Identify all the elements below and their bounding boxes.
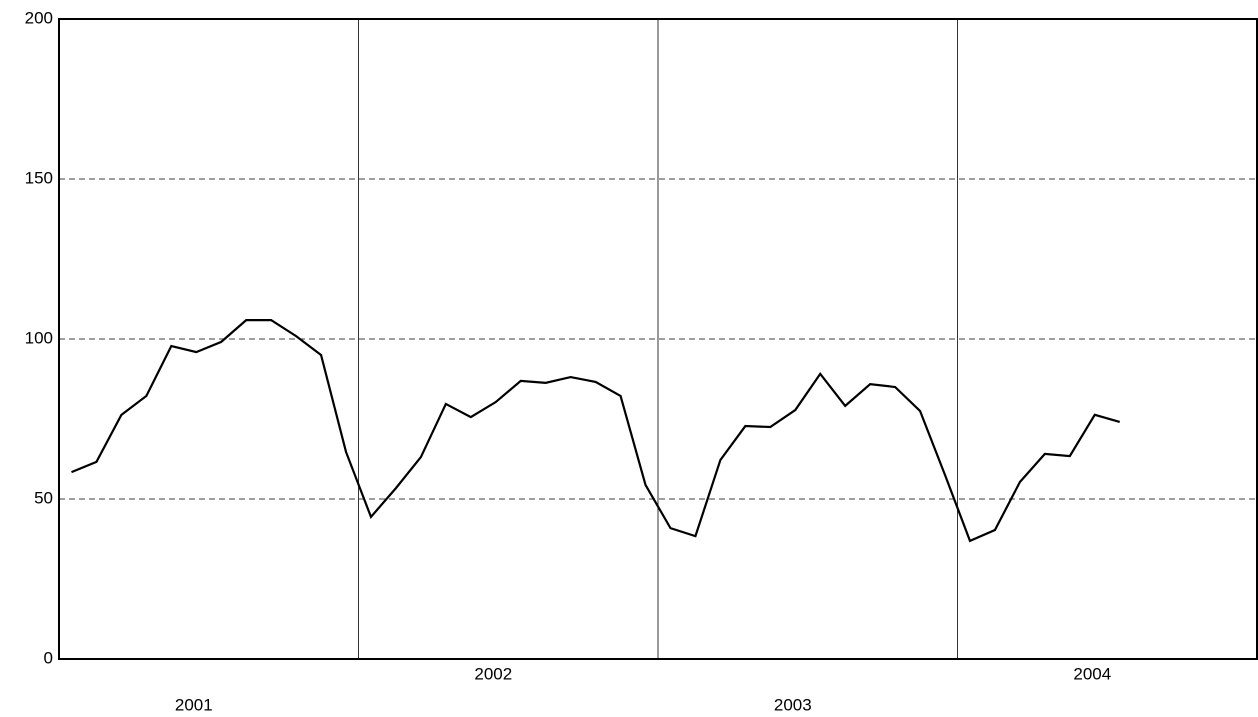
x-tick-label: 2003 bbox=[774, 695, 812, 714]
x-tick-label: 2001 bbox=[175, 695, 213, 714]
y-tick-label: 100 bbox=[25, 328, 53, 347]
line-series bbox=[71, 319, 1121, 543]
y-tick-label: 200 bbox=[25, 8, 53, 27]
y-tick-label: 50 bbox=[34, 488, 53, 507]
x-tick-label: 2004 bbox=[1073, 664, 1111, 683]
y-tick-label: 150 bbox=[25, 168, 53, 187]
plot-frame bbox=[58, 18, 1258, 660]
x-tick-label: 2002 bbox=[474, 664, 512, 683]
y-tick-label: 0 bbox=[44, 648, 53, 667]
